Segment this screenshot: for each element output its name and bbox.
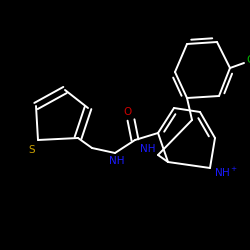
Text: Cl: Cl xyxy=(247,55,250,65)
Text: NH: NH xyxy=(109,156,125,166)
Text: NH$^+$: NH$^+$ xyxy=(214,166,238,178)
Text: S: S xyxy=(29,145,35,155)
Text: NH: NH xyxy=(140,144,156,154)
Text: O: O xyxy=(123,107,131,117)
